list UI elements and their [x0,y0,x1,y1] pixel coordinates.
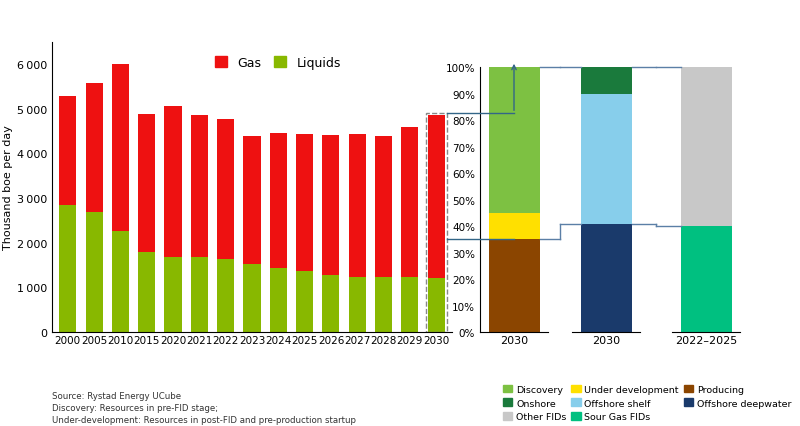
Bar [581,224,631,332]
Bar [86,213,102,332]
Bar [428,116,445,279]
Bar [165,258,182,332]
Bar [322,276,339,332]
Bar [402,128,418,277]
Bar [112,231,129,332]
Bar [296,135,313,272]
Bar [59,97,76,205]
Bar [489,213,539,240]
Bar [349,135,366,277]
Bar [270,134,287,268]
Bar [681,68,731,227]
Bar [138,114,155,252]
Bar [489,240,539,332]
Bar [581,95,631,224]
Bar [322,135,339,276]
Bar [270,268,287,332]
Bar [217,259,234,332]
Legend: Gas, Liquids: Gas, Liquids [210,52,346,75]
Bar [191,257,208,332]
Y-axis label: Thousand boe per day: Thousand boe per day [2,125,13,250]
Legend: Discovery, Onshore, Other FIDs, Under development, Offshore shelf, Sour Gas FIDs: Discovery, Onshore, Other FIDs, Under de… [502,385,791,421]
Bar [86,83,102,213]
Bar [59,205,76,332]
Bar [243,136,261,265]
Bar [191,116,208,257]
Bar [375,277,392,332]
Bar [138,252,155,332]
Bar [112,65,129,231]
Bar [217,119,234,259]
Bar [428,279,445,332]
Bar [165,106,182,258]
Bar [375,137,392,277]
Bar [349,277,366,332]
Bar [296,272,313,332]
Bar [489,68,539,213]
Bar [402,277,418,332]
Text: Source: Rystad Energy UCube
Discovery: Resources in pre-FID stage;
Under-develop: Source: Rystad Energy UCube Discovery: R… [52,391,356,424]
Bar [681,227,731,332]
Bar [243,265,261,332]
Bar [581,68,631,95]
